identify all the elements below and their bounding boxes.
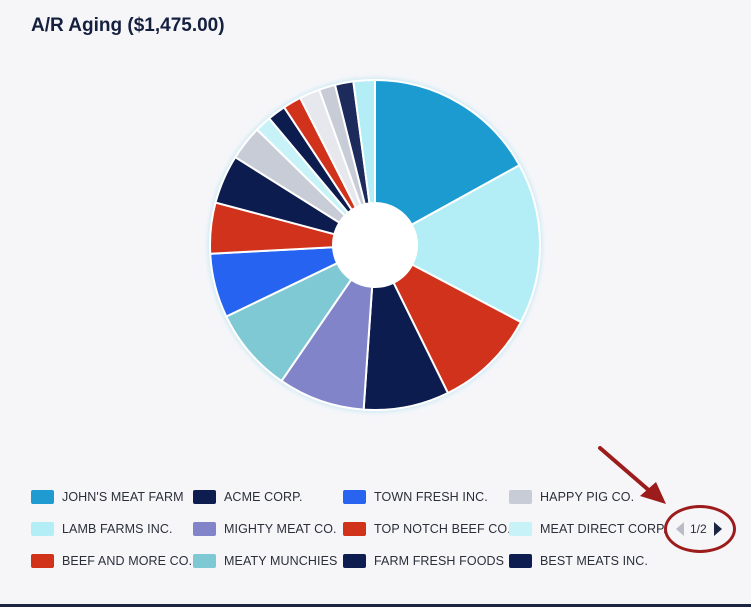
legend-swatch [31, 522, 54, 536]
next-page-icon[interactable] [714, 522, 722, 536]
legend-item[interactable]: MEAT DIRECT CORP. [509, 519, 667, 539]
legend-label: BEEF AND MORE CO. [62, 554, 193, 568]
legend-swatch [509, 554, 532, 568]
legend-item[interactable]: TOP NOTCH BEEF CO. [343, 519, 511, 539]
legend-item[interactable]: MEATY MUNCHIES [193, 551, 337, 571]
legend-swatch [343, 554, 366, 568]
legend-item[interactable]: JOHN'S MEAT FARM [31, 487, 184, 507]
legend-label: MEATY MUNCHIES [224, 554, 338, 568]
donut-chart [209, 78, 541, 411]
legend-label: MEAT DIRECT CORP. [540, 522, 667, 536]
legend-item[interactable]: HAPPY PIG CO. [509, 487, 634, 507]
legend-label: TOWN FRESH INC. [374, 490, 488, 504]
legend-item[interactable]: BEEF AND MORE CO. [31, 551, 192, 571]
legend-label: LAMB FARMS INC. [62, 522, 173, 536]
legend-label: FARM FRESH FOODS [374, 554, 505, 568]
legend-swatch [193, 522, 216, 536]
legend-label: ACME CORP. [224, 490, 303, 504]
legend-label: HAPPY PIG CO. [540, 490, 635, 504]
legend-label: MIGHTY MEAT CO. [224, 522, 337, 536]
chart-title: A/R Aging ($1,475.00) [31, 15, 225, 36]
pie-slice[interactable] [410, 163, 541, 324]
legend-swatch [31, 554, 54, 568]
legend-pager: 1/2 [664, 505, 736, 553]
legend-label: TOP NOTCH BEEF CO. [374, 522, 511, 536]
legend-swatch [509, 522, 532, 536]
legend-item[interactable]: FARM FRESH FOODS [343, 551, 504, 571]
legend-item[interactable]: TOWN FRESH INC. [343, 487, 488, 507]
legend-swatch [193, 490, 216, 504]
legend-swatch [31, 490, 54, 504]
legend-item[interactable]: LAMB FARMS INC. [31, 519, 173, 539]
legend-item[interactable]: ACME CORP. [193, 487, 303, 507]
legend-item[interactable]: MIGHTY MEAT CO. [193, 519, 337, 539]
prev-page-icon[interactable] [676, 522, 684, 536]
legend-swatch [343, 490, 366, 504]
legend-swatch [509, 490, 532, 504]
legend-swatch [343, 522, 366, 536]
legend-item[interactable]: BEST MEATS INC. [509, 551, 648, 571]
chart-legend: JOHN'S MEAT FARM ACME CORP. TOWN FRESH INC… [31, 487, 671, 587]
legend-label: JOHN'S MEAT FARM [62, 490, 184, 504]
page-indicator: 1/2 [690, 522, 707, 536]
donut-hole [333, 203, 417, 287]
legend-swatch [193, 554, 216, 568]
legend-label: BEST MEATS INC. [540, 554, 649, 568]
annotation-arrow-icon [598, 446, 666, 504]
